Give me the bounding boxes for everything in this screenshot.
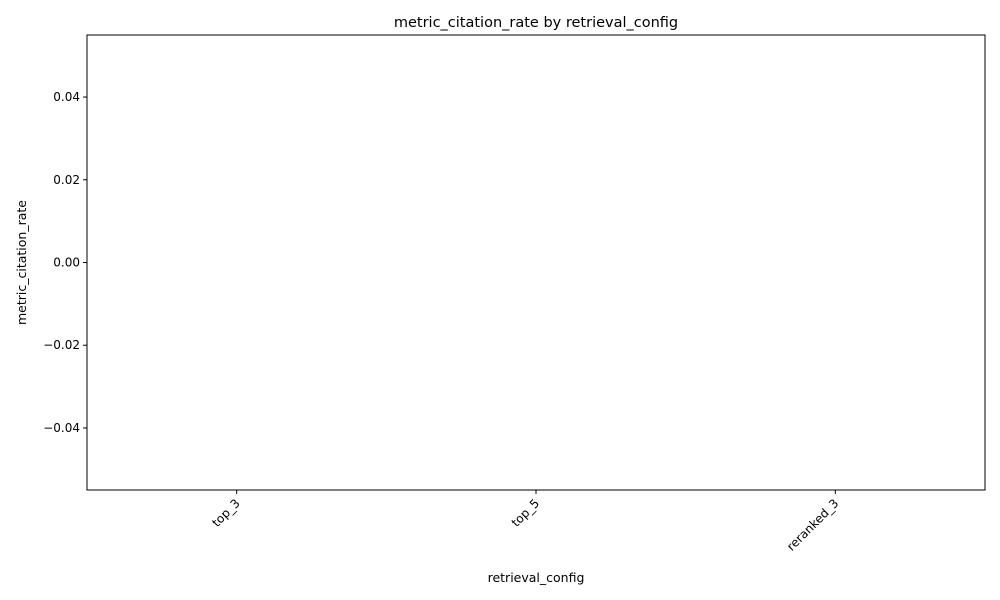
x-axis-label: retrieval_config [488, 570, 585, 585]
y-axis-label: metric_citation_rate [14, 200, 29, 325]
x-tick-label: top_5 [509, 496, 542, 529]
y-tick-label: 0.02 [53, 173, 80, 187]
y-tick-label: −0.04 [43, 421, 80, 435]
y-tick-label: 0.00 [53, 256, 80, 270]
y-axis-ticks: 0.04 0.02 0.00 −0.02 −0.04 [43, 90, 87, 435]
y-tick-label: −0.02 [43, 338, 80, 352]
x-tick-label: top_3 [209, 496, 242, 529]
y-tick-label: 0.04 [53, 90, 80, 104]
chart-title: metric_citation_rate by retrieval_config [394, 15, 678, 31]
plot-area-frame [86, 34, 986, 491]
x-tick-label: reranked_3 [784, 496, 841, 553]
x-axis-ticks: top_3 top_5 reranked_3 [209, 490, 841, 554]
